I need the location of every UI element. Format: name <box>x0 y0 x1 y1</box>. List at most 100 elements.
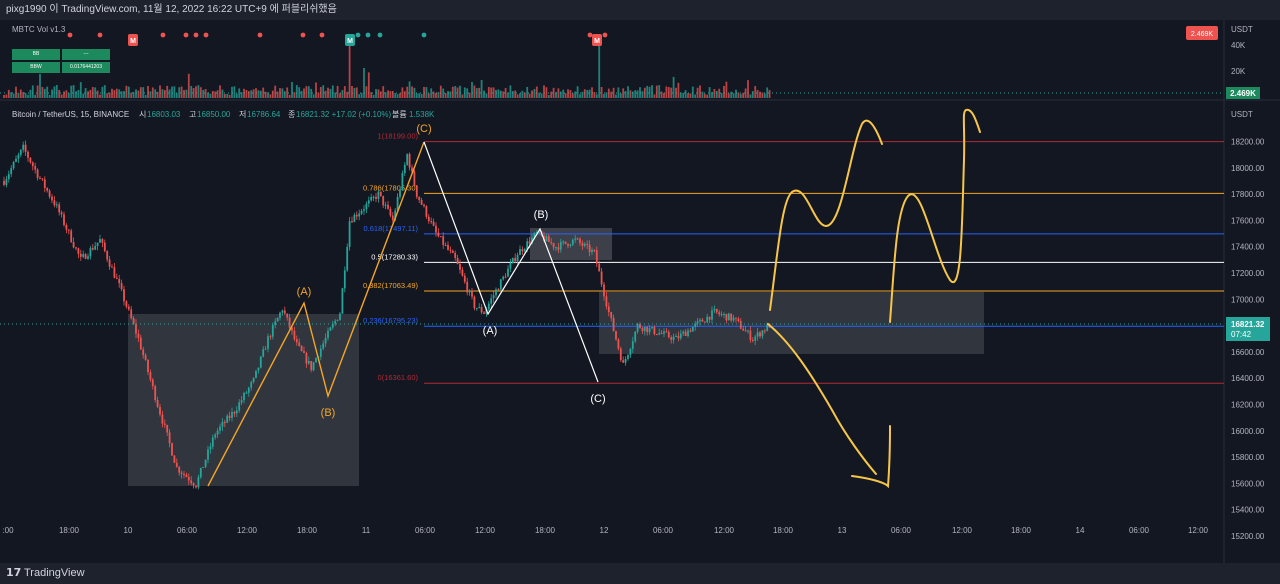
fib-level-label: 0.786(17805.30) <box>363 183 419 192</box>
volume-bar <box>331 85 334 98</box>
candle-body <box>142 349 145 356</box>
volume-bar <box>250 90 253 98</box>
volume-bar <box>744 88 747 98</box>
candle-body <box>401 173 404 190</box>
range-box-right[interactable] <box>599 292 984 354</box>
volume-bar <box>274 85 277 98</box>
candle-body <box>651 327 653 329</box>
volume-bar <box>574 91 577 98</box>
candle-body <box>694 323 697 328</box>
candle-body <box>473 296 476 309</box>
candle-body <box>499 279 502 290</box>
volume-bar <box>271 90 274 98</box>
candle-body <box>7 174 10 180</box>
volume-bar <box>192 88 195 98</box>
time-tick-label: 10 <box>124 526 133 535</box>
candle-body <box>303 351 305 353</box>
price-tick-label: 15800.00 <box>1231 453 1265 462</box>
volume-bar <box>319 86 322 98</box>
volume-bar <box>147 86 149 98</box>
volume-bar <box>211 90 214 98</box>
ohlc-low-key: 저 <box>239 110 246 119</box>
candle-body <box>43 179 46 188</box>
volume-bar <box>427 93 430 98</box>
candle-body <box>607 306 610 313</box>
candle-body <box>749 330 752 340</box>
fib-level-label: 1(18199.00) <box>378 132 419 141</box>
wave-orange-path[interactable] <box>207 141 425 487</box>
candle-body <box>576 238 579 240</box>
wave-label: (C) <box>416 123 431 135</box>
forecast-down-curve[interactable] <box>767 323 877 475</box>
candle-body <box>5 179 8 185</box>
candle-body <box>106 251 109 260</box>
candle-body <box>684 331 687 337</box>
forecast-up-curve-1[interactable] <box>769 119 883 311</box>
candle-body <box>233 411 236 414</box>
fibonacci-retracement[interactable]: 1(18199.00)0.786(17805.30)0.618(17497.11… <box>363 132 1224 384</box>
candle-body <box>456 257 459 265</box>
ohlc-close-key: 종 <box>288 110 295 119</box>
candle-body <box>355 214 358 217</box>
volume-bar <box>139 87 142 98</box>
candle-body <box>423 204 425 207</box>
volume-marker-dot <box>602 32 608 38</box>
candle-body <box>24 144 27 152</box>
candle-body <box>269 336 272 338</box>
candle-body <box>406 154 409 165</box>
volume-bar <box>161 89 164 98</box>
volume-bar <box>370 92 373 98</box>
price-tick-label: 16600.00 <box>1231 348 1265 357</box>
candle-body <box>298 342 301 346</box>
candle-body <box>571 239 574 245</box>
volume-bar <box>348 43 351 98</box>
candle-body <box>636 324 639 332</box>
volume-bar <box>15 86 17 98</box>
candle-body <box>437 232 440 237</box>
volume-bar <box>547 94 550 98</box>
candle-body <box>75 247 77 249</box>
forecast-down-hook[interactable] <box>851 425 891 489</box>
tradingview-logo-icon[interactable]: 𝟭𝟳 <box>6 567 22 579</box>
volume-bar <box>588 89 591 98</box>
volume-bar <box>703 93 706 98</box>
candle-body <box>605 296 608 307</box>
forecast-up-curve-2[interactable] <box>889 108 981 323</box>
volume-bar <box>329 88 332 98</box>
candle-body <box>175 462 178 467</box>
chart-canvas[interactable]: MBTC Vol v1.3 USDT 40K 20K 2.469K 2.469K… <box>0 20 1280 563</box>
time-tick-label: 13 <box>838 526 847 535</box>
volume-marker-dot <box>160 32 166 38</box>
volume-marker-badge <box>592 34 602 46</box>
candle-body <box>463 275 466 282</box>
volume-bar <box>187 73 190 98</box>
time-tick-label: 12:00 <box>952 526 973 535</box>
candle-body <box>209 446 212 450</box>
volume-bar <box>387 90 389 98</box>
volume-bar <box>406 86 409 98</box>
volume-bar <box>737 92 740 98</box>
volume-bar <box>27 94 29 98</box>
volume-marker-dot <box>183 32 189 38</box>
volume-bar <box>564 93 567 98</box>
volume-bar <box>538 92 541 98</box>
tradingview-brand[interactable]: TradingView <box>24 567 85 579</box>
volume-axis-label-40k: 40K <box>1231 41 1246 50</box>
candle-body <box>283 310 286 314</box>
volume-bar <box>751 91 754 98</box>
candle-body <box>10 168 13 175</box>
volume-bar <box>197 85 200 98</box>
candle-body <box>759 332 761 337</box>
volume-bar <box>10 92 13 98</box>
candle-body <box>293 330 296 340</box>
time-tick-label: 06:00 <box>1129 526 1150 535</box>
volume-bar <box>607 88 610 98</box>
volume-bar <box>283 91 286 98</box>
candle-body <box>679 333 682 339</box>
volume-bar <box>499 90 502 98</box>
volume-bar <box>135 89 137 98</box>
wave-white-path[interactable] <box>423 141 599 383</box>
candle-body <box>528 241 531 244</box>
volume-bar <box>12 93 15 98</box>
